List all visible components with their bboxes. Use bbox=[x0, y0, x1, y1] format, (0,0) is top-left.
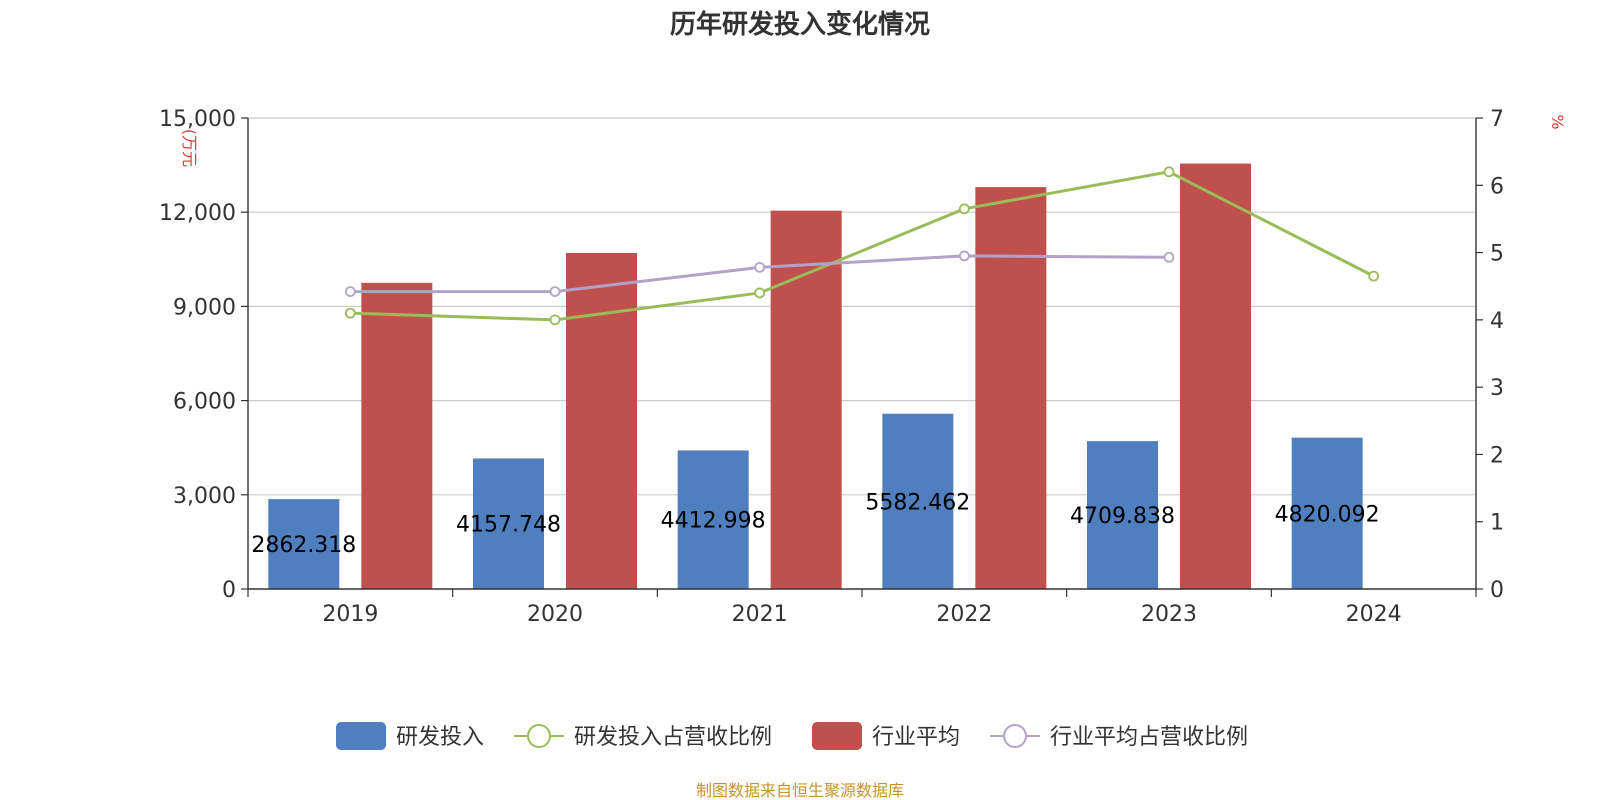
legend-label-研发投入占营收比例: 研发投入占营收比例 bbox=[574, 725, 772, 750]
source-note: 制图数据来自恒生聚源数据库 bbox=[696, 781, 904, 800]
legend-swatch-行业平均 bbox=[812, 722, 862, 750]
lines bbox=[344, 166, 1380, 326]
bar-研发投入-2021 bbox=[677, 450, 749, 589]
bar-研发投入-2024 bbox=[1291, 437, 1363, 589]
bar-行业平均-2023 bbox=[1180, 163, 1251, 589]
data-label-2021: 4412.998 bbox=[661, 509, 766, 534]
left-tick-label: 15,000 bbox=[159, 107, 236, 132]
right-tick-label: 5 bbox=[1490, 242, 1504, 267]
legend-label-研发投入: 研发投入 bbox=[396, 725, 484, 750]
x-tick-label-2022: 2022 bbox=[936, 602, 992, 627]
x-tick-label-2023: 2023 bbox=[1141, 602, 1197, 627]
bar-研发投入-2023 bbox=[1087, 441, 1158, 589]
x-tick-label-2021: 2021 bbox=[732, 602, 788, 627]
point-研发投入占营收比例 bbox=[1368, 270, 1380, 282]
bar-研发投入-2020 bbox=[473, 458, 544, 589]
right-axis-unit: % bbox=[1548, 114, 1567, 129]
right-tick-label: 1 bbox=[1490, 511, 1504, 536]
point-行业平均占营收比例 bbox=[958, 250, 970, 262]
point-行业平均占营收比例 bbox=[754, 261, 766, 273]
data-label-2020: 4157.748 bbox=[456, 513, 561, 538]
right-tick-label: 2 bbox=[1490, 443, 1504, 468]
grid-lines bbox=[248, 117, 1476, 496]
data-label-2023: 4709.838 bbox=[1070, 504, 1175, 529]
x-tick-label-2019: 2019 bbox=[322, 602, 378, 627]
axes: 0 3,000 6,000 9,000 12,000 15,000 0 1 2 3 4 5 6 7 2019… bbox=[159, 107, 1504, 627]
bars bbox=[268, 163, 1363, 589]
bar-行业平均-2022 bbox=[975, 187, 1047, 589]
legend-swatch-研发投入 bbox=[336, 722, 386, 750]
right-tick-label: 0 bbox=[1490, 578, 1504, 603]
right-tick-label: 6 bbox=[1490, 174, 1504, 199]
point-研发投入占营收比例 bbox=[754, 287, 766, 299]
chart-title: 历年研发投入变化情况 bbox=[670, 9, 930, 40]
left-tick-label: 12,000 bbox=[159, 201, 236, 226]
legend-label-行业平均: 行业平均 bbox=[872, 725, 960, 750]
bar-行业平均-2020 bbox=[566, 253, 637, 589]
point-行业平均占营收比例 bbox=[344, 286, 356, 297]
bar-研发投入-2022 bbox=[882, 413, 954, 589]
data-label-2022: 5582.462 bbox=[865, 490, 970, 515]
legend-marker-研发投入占营收比例 bbox=[527, 724, 551, 748]
data-label-2019: 2862.318 bbox=[251, 533, 356, 558]
legend: 研发投入 研发投入占营收比例 行业平均 行业平均占营收比例 bbox=[336, 722, 1248, 750]
point-行业平均占营收比例 bbox=[1163, 251, 1175, 263]
data-label-2024: 4820.092 bbox=[1275, 502, 1380, 527]
left-tick-label: 0 bbox=[222, 578, 236, 603]
left-tick-label: 6,000 bbox=[173, 390, 236, 415]
right-tick-label: 3 bbox=[1490, 376, 1504, 401]
point-研发投入占营收比例 bbox=[344, 307, 356, 319]
point-研发投入占营收比例 bbox=[958, 203, 970, 215]
left-tick-label: 3,000 bbox=[173, 484, 236, 509]
left-tick-label: 9,000 bbox=[173, 295, 236, 320]
x-tick-label-2020: 2020 bbox=[527, 602, 583, 627]
point-研发投入占营收比例 bbox=[1163, 166, 1175, 178]
bar-研发投入-2019 bbox=[268, 499, 340, 589]
line-研发投入占营收比例 bbox=[350, 170, 1375, 322]
data-labels: 2862.318 4157.748 4412.998 5582.462 4709.838… bbox=[251, 490, 1379, 558]
right-tick-label: 7 bbox=[1490, 107, 1504, 132]
point-行业平均占营收比例 bbox=[549, 286, 561, 297]
left-axis-unit: (万元 bbox=[180, 129, 199, 167]
bar-行业平均-2019 bbox=[361, 282, 433, 589]
right-tick-label: 4 bbox=[1490, 309, 1504, 334]
legend-marker-行业平均占营收比例 bbox=[1003, 724, 1027, 748]
legend-label-行业平均占营收比例: 行业平均占营收比例 bbox=[1050, 725, 1248, 750]
x-tick-label-2024: 2024 bbox=[1346, 602, 1402, 627]
point-研发投入占营收比例 bbox=[549, 314, 561, 326]
